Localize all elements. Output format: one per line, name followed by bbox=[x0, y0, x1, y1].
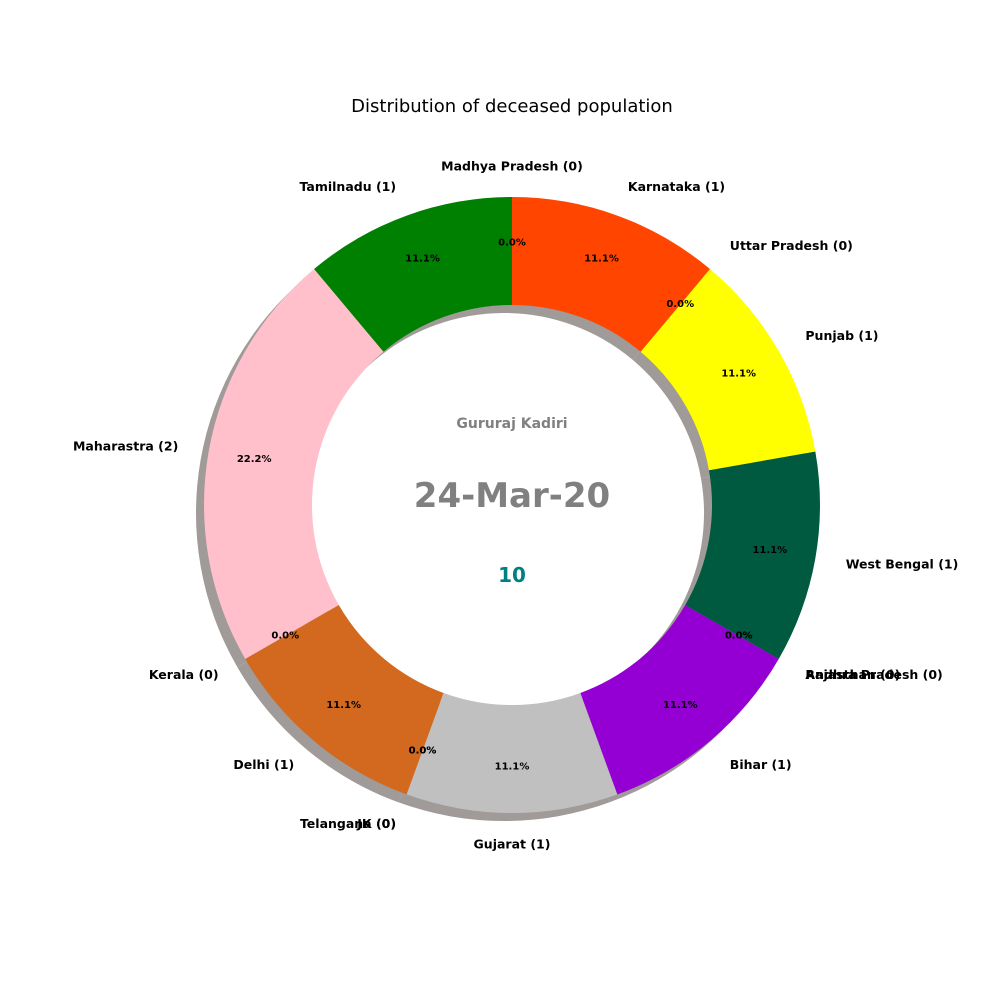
slice-bihar bbox=[580, 605, 779, 795]
pct-label-jk: 0.0% bbox=[409, 746, 437, 757]
pct-label-madhya-pradesh: 0.0% bbox=[498, 238, 526, 249]
slice-label-jk: JK (0) bbox=[356, 816, 396, 831]
pct-label-punjab: 11.1% bbox=[721, 369, 756, 380]
author-name: Gururaj Kadiri bbox=[456, 416, 567, 432]
slice-label-gujarat: Gujarat (1) bbox=[474, 836, 551, 851]
donut-slices bbox=[203, 197, 820, 814]
slice-west-bengal bbox=[685, 451, 820, 659]
slice-label-madhya-pradesh: Madhya Pradesh (0) bbox=[441, 159, 583, 174]
slice-label-punjab: Punjab (1) bbox=[805, 328, 878, 343]
slice-label-rajasthan: Rajasthan (0) bbox=[805, 667, 900, 682]
pct-label-andhra-pradesh: 0.0% bbox=[725, 630, 753, 641]
slice-tamilnadu bbox=[314, 197, 512, 352]
slice-delhi bbox=[245, 605, 444, 795]
pct-label-rajasthan: 0.0% bbox=[725, 630, 753, 641]
slice-label-tamilnadu: Tamilnadu (1) bbox=[299, 179, 396, 194]
slice-gujarat bbox=[406, 692, 618, 814]
slice-label-west-bengal: West Bengal (1) bbox=[846, 556, 959, 571]
slice-label-kerala: Kerala (0) bbox=[149, 667, 219, 682]
slice-maharastra bbox=[203, 269, 384, 659]
percentage-labels: 0.0% 11.1% 22.2% 0.0% 11.1% 0.0% 0.0% 11.1% 11.1… bbox=[237, 238, 787, 773]
slice-label-karnataka: Karnataka (1) bbox=[628, 179, 725, 194]
slice-label-telangana: Telangana (0) bbox=[300, 816, 396, 831]
slice-karnataka bbox=[512, 197, 710, 352]
pct-label-gujarat: 11.1% bbox=[495, 761, 530, 772]
slice-label-bihar: Bihar (1) bbox=[730, 757, 792, 772]
slice-label-maharastra: Maharastra (2) bbox=[73, 439, 178, 454]
slice-punjab bbox=[640, 269, 816, 471]
pct-label-kerala: 0.0% bbox=[271, 630, 299, 641]
slice-label-andhra-pradesh: Andhra Pradesh (0) bbox=[805, 667, 942, 682]
slice-labels: Madhya Pradesh (0) Tamilnadu (1) Maharastr… bbox=[73, 159, 958, 852]
pct-label-uttar-pradesh: 0.0% bbox=[666, 299, 694, 310]
slice-label-uttar-pradesh: Uttar Pradesh (0) bbox=[730, 238, 853, 253]
pct-label-maharastra: 22.2% bbox=[237, 454, 272, 465]
pct-label-telangana: 0.0% bbox=[409, 746, 437, 757]
pct-label-bihar: 11.1% bbox=[663, 700, 698, 711]
pct-label-delhi: 11.1% bbox=[326, 700, 361, 711]
slice-label-delhi: Delhi (1) bbox=[233, 757, 294, 772]
total-count: 10 bbox=[498, 563, 526, 587]
chart-title: Distribution of deceased population bbox=[351, 96, 673, 117]
pct-label-tamilnadu: 11.1% bbox=[405, 254, 440, 265]
pct-label-west-bengal: 11.1% bbox=[752, 545, 787, 556]
date-label: 24-Mar-20 bbox=[414, 476, 610, 516]
pct-label-karnataka: 11.1% bbox=[584, 254, 619, 265]
